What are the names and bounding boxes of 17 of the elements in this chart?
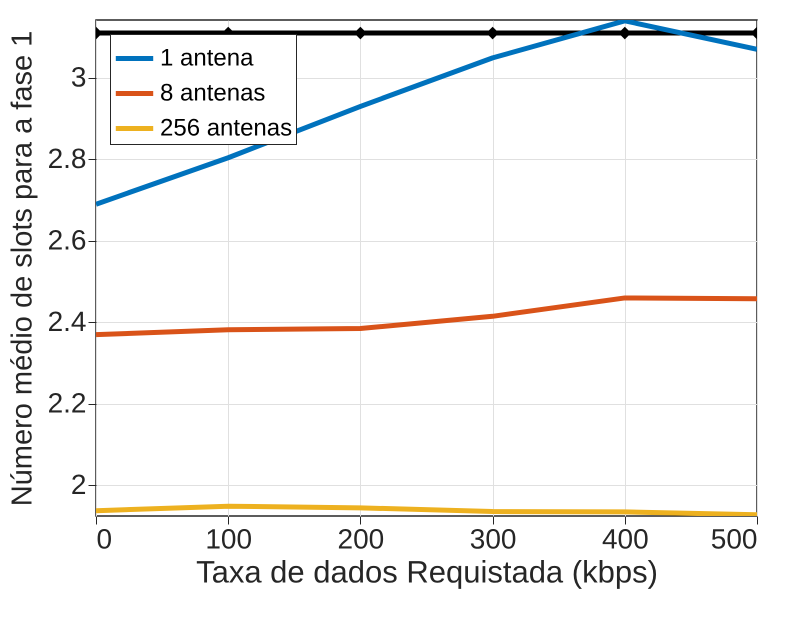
y-tick-label: 2.4 [48,306,86,337]
x-axis-title: Taxa de dados Requistada (kbps) [196,554,658,590]
y-tick-label: 2.8 [48,142,86,174]
y-tick-label: 2.2 [48,387,86,418]
y-tick-label: 3 [70,61,86,92]
x-tick-label: 400 [602,524,649,554]
x-tick-label: 0 [96,524,112,554]
legend-label: 256 antenas [160,114,292,142]
y-tick-label: 2 [70,468,86,500]
legend-label: 1 antena [160,44,254,72]
y-tick-label: 2.6 [48,224,86,256]
x-tick-label: 500 [710,524,758,554]
x-tick-label: 100 [205,524,252,554]
y-axis-title: Número médio de slots para a fase 1 [6,30,39,506]
legend-label: 8 antenas [160,80,266,106]
x-tick-label: 200 [338,524,384,554]
x-tick-label: 300 [470,524,516,554]
